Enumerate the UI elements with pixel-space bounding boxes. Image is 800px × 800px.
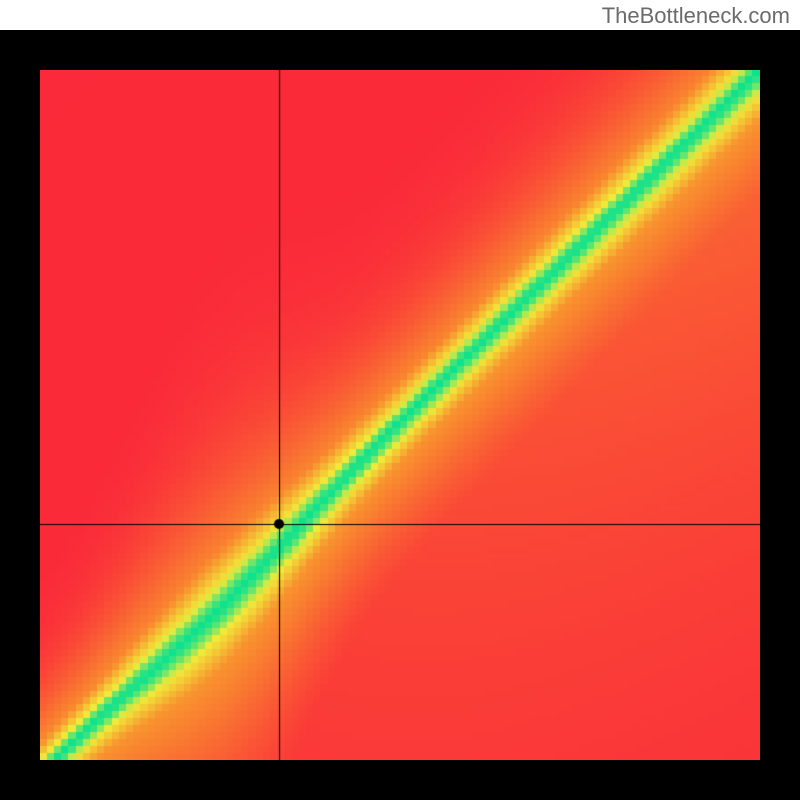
watermark-text: TheBottleneck.com <box>602 3 790 29</box>
heatmap-plot <box>40 70 760 760</box>
heatmap-canvas <box>40 70 760 760</box>
